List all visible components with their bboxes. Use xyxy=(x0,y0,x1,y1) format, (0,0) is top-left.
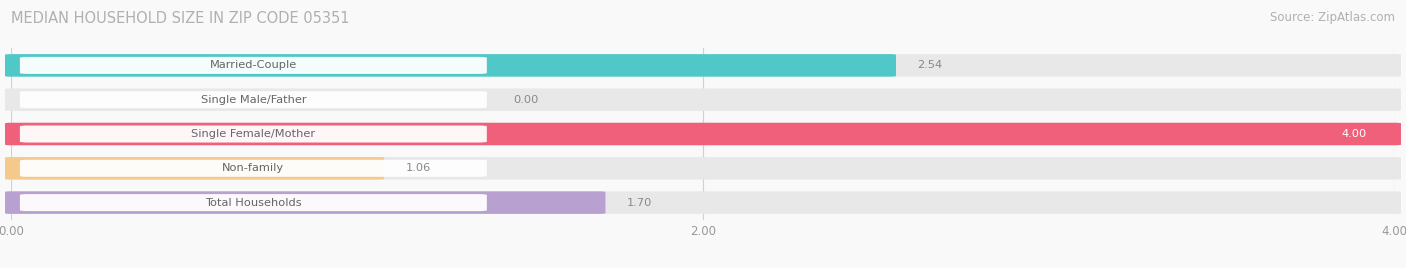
Text: 2.54: 2.54 xyxy=(918,60,942,70)
FancyBboxPatch shape xyxy=(20,160,486,177)
FancyBboxPatch shape xyxy=(20,125,486,143)
Text: Single Female/Mother: Single Female/Mother xyxy=(191,129,315,139)
FancyBboxPatch shape xyxy=(6,191,606,214)
FancyBboxPatch shape xyxy=(6,54,896,77)
FancyBboxPatch shape xyxy=(20,194,486,211)
FancyBboxPatch shape xyxy=(6,191,1400,214)
FancyBboxPatch shape xyxy=(6,157,1400,180)
FancyBboxPatch shape xyxy=(6,157,384,180)
Text: Married-Couple: Married-Couple xyxy=(209,60,297,70)
Text: 0.00: 0.00 xyxy=(513,95,538,105)
Text: Non-family: Non-family xyxy=(222,163,284,173)
Text: 4.00: 4.00 xyxy=(1341,129,1367,139)
FancyBboxPatch shape xyxy=(20,57,486,74)
Text: Single Male/Father: Single Male/Father xyxy=(201,95,307,105)
Text: Source: ZipAtlas.com: Source: ZipAtlas.com xyxy=(1270,11,1395,24)
Text: 1.06: 1.06 xyxy=(405,163,430,173)
FancyBboxPatch shape xyxy=(20,91,486,108)
FancyBboxPatch shape xyxy=(6,54,1400,77)
Text: 1.70: 1.70 xyxy=(627,198,652,208)
FancyBboxPatch shape xyxy=(6,123,1400,145)
Text: Total Households: Total Households xyxy=(205,198,302,208)
FancyBboxPatch shape xyxy=(6,88,1400,111)
Text: MEDIAN HOUSEHOLD SIZE IN ZIP CODE 05351: MEDIAN HOUSEHOLD SIZE IN ZIP CODE 05351 xyxy=(11,11,350,26)
FancyBboxPatch shape xyxy=(6,123,1400,145)
